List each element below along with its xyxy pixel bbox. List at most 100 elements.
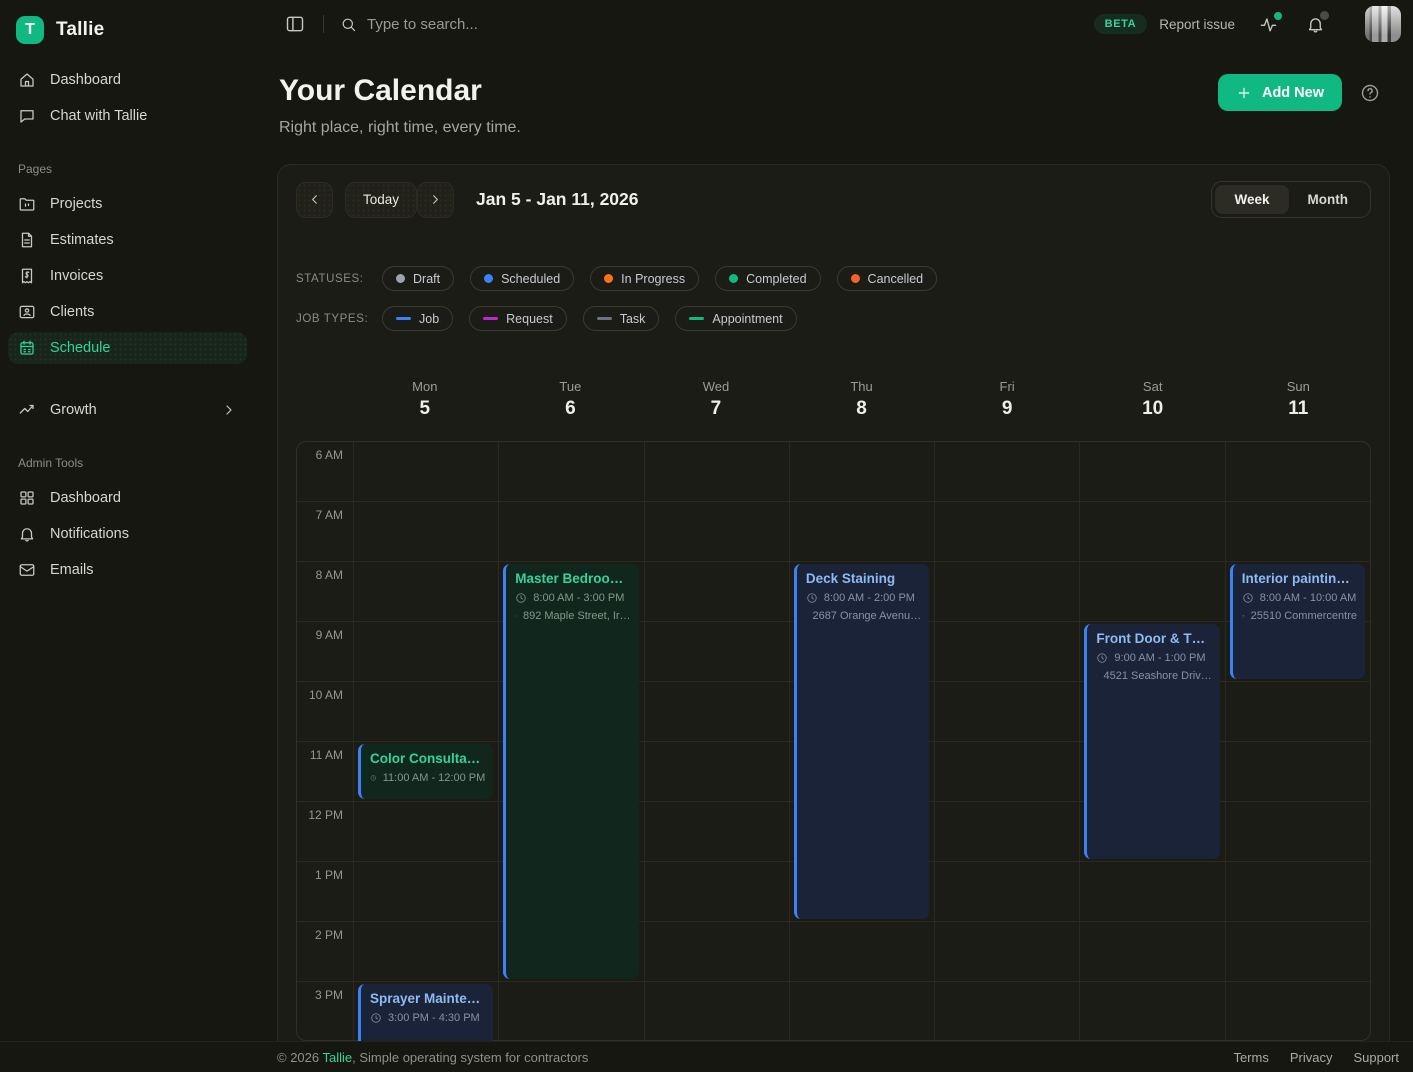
time-label: 1 PM [314, 868, 343, 882]
sidebar-item-notifications[interactable]: Notifications [8, 518, 247, 550]
sidebar-item-dashboard[interactable]: Dashboard [8, 64, 247, 96]
view-month-button[interactable]: Month [1289, 185, 1367, 214]
sidebar-toggle-button[interactable] [281, 10, 309, 38]
chevron-right-icon [433, 195, 438, 204]
today-button[interactable]: Today [345, 181, 418, 218]
job-type-filter-request[interactable]: Request [469, 306, 567, 331]
system-status-button[interactable] [1257, 11, 1282, 36]
support-link[interactable]: Support [1353, 1049, 1399, 1065]
event-location: 4521 Seashore Driv… [1096, 670, 1212, 682]
search-bar [340, 15, 1094, 33]
section-label-admin-tools: Admin Tools [18, 456, 84, 470]
map-pin-icon [1242, 615, 1244, 618]
day-header-tue: Tue 6 [559, 379, 582, 419]
status-filter-completed[interactable]: Completed [715, 266, 821, 291]
search-icon [342, 18, 356, 31]
event-time: 11:00 AM - 12:00 PM [370, 772, 485, 784]
view-week-button[interactable]: Week [1215, 185, 1289, 214]
page-title: Your Calendar [279, 74, 482, 107]
sidebar-item-chat[interactable]: Chat with Tallie [8, 100, 247, 132]
job-type-filter-task[interactable]: Task [582, 306, 660, 331]
footer: © 2026 Tallie, Simple operating system f… [0, 1041, 1413, 1072]
user-avatar[interactable] [1365, 6, 1401, 42]
calendar-event-deck-staining[interactable]: Deck Staining 8:00 AM - 2:00 PM 2687 Ora… [793, 564, 930, 919]
help-button[interactable] [1358, 81, 1382, 105]
day-header-sun: Sun 11 [1286, 379, 1310, 419]
job-types-label: JOB TYPES: [296, 312, 369, 325]
file-text-icon [21, 232, 33, 248]
event-title: Master Bedroo… [515, 571, 624, 586]
calendar-toolbar: Today Jan 5 - Jan 11, 2026 Week Month [296, 181, 1371, 218]
plus-icon [1238, 87, 1250, 98]
calendar-event-master-bedroom[interactable]: Master Bedroo… 8:00 AM - 3:00 PM 892 Map… [503, 564, 639, 979]
divider [323, 15, 324, 33]
beta-badge: BETA [1093, 14, 1148, 34]
sidebar-item-projects[interactable]: Projects [8, 188, 247, 220]
time-label: 2 PM [314, 928, 343, 942]
sidebar-item-label: Schedule [50, 340, 111, 356]
tallie-logo-icon: T [16, 16, 44, 44]
calendar-event-front-door[interactable]: Front Door & T… 9:00 AM - 1:00 PM 4521 S… [1084, 624, 1220, 859]
sidebar-item-clients[interactable]: Clients [8, 296, 247, 328]
calendar-event-color-consultation[interactable]: Color Consulta… 11:00 AM - 12:00 PM [358, 744, 494, 799]
job-types-filter-row: JOB TYPES: Job Request Task Appointment [296, 306, 1371, 331]
event-time: 8:00 AM - 3:00 PM [515, 592, 630, 604]
sidebar-item-estimates[interactable]: Estimates [8, 224, 247, 256]
sidebar-item-invoices[interactable]: Invoices [8, 260, 247, 292]
copyright-text: © 2026 Tallie, Simple operating system f… [277, 1049, 589, 1065]
privacy-link[interactable]: Privacy [1289, 1049, 1333, 1065]
help-icon [1361, 84, 1379, 101]
chat-icon [20, 110, 34, 123]
layout-grid-icon [20, 491, 34, 505]
contact-card-icon [19, 305, 35, 319]
terms-link[interactable]: Terms [1233, 1049, 1269, 1065]
report-issue-link[interactable]: Report issue [1159, 16, 1235, 32]
page-header: Your Calendar Right place, right time, e… [255, 48, 1413, 137]
search-input[interactable] [367, 15, 687, 33]
activity-icon [1260, 17, 1277, 32]
sidebar-item-label: Estimates [50, 232, 114, 248]
event-location: 2687 Orange Avenu… [805, 610, 922, 622]
sidebar-item-label: Clients [50, 304, 95, 320]
time-label: 7 AM [315, 508, 343, 522]
calendar-event-interior-painting[interactable]: Interior paintin… 8:00 AM - 10:00 AM 255… [1229, 564, 1365, 679]
calendar-filters: STATUSES: Draft Scheduled In Progress Co… [296, 266, 1371, 331]
map-pin-icon [805, 615, 807, 617]
event-time: 8:00 AM - 2:00 PM [806, 592, 921, 604]
notifications-button[interactable] [1304, 10, 1329, 36]
status-dot [604, 274, 614, 283]
bell-icon [20, 528, 34, 542]
prev-week-button[interactable] [296, 181, 333, 218]
status-dot [484, 274, 494, 283]
sidebar: T Tallie Dashboard Chat with Tallie Page… [0, 0, 255, 1072]
status-filter-scheduled[interactable]: Scheduled [470, 266, 575, 291]
sidebar-item-admin-dashboard[interactable]: Dashboard [8, 482, 247, 514]
status-dot [729, 274, 739, 283]
time-label: 12 PM [308, 808, 343, 822]
section-label-pages: Pages [18, 162, 53, 176]
notification-dot [1320, 10, 1329, 20]
next-week-button[interactable] [417, 181, 455, 218]
status-filter-in-progress[interactable]: In Progress [590, 266, 700, 291]
add-new-button[interactable]: Add New [1217, 74, 1342, 111]
time-label: 6 AM [315, 448, 343, 462]
status-filter-draft[interactable]: Draft [382, 266, 455, 291]
job-type-filter-appointment[interactable]: Appointment [675, 306, 797, 331]
job-type-dash [689, 317, 705, 320]
event-time: 3:00 PM - 4:30 PM [370, 1012, 485, 1024]
main-content: BETA Report issue Your Calendar Right pl… [255, 0, 1413, 1072]
sidebar-item-growth[interactable]: Growth [8, 394, 247, 426]
sidebar-item-schedule[interactable]: Schedule [8, 332, 247, 364]
event-location: 892 Maple Street, Ir… [515, 610, 631, 622]
sidebar-item-label: Projects [50, 196, 103, 212]
job-type-filter-job[interactable]: Job [382, 306, 454, 331]
footer-brand-link[interactable]: Tallie [322, 1049, 353, 1065]
topbar: BETA Report issue [255, 0, 1413, 48]
status-filter-cancelled[interactable]: Cancelled [836, 266, 938, 291]
date-range-title: Jan 5 - Jan 11, 2026 [476, 189, 639, 209]
event-title: Front Door & T… [1096, 631, 1206, 646]
sidebar-item-label: Dashboard [50, 72, 121, 88]
sidebar-item-emails[interactable]: Emails [8, 554, 247, 586]
week-grid[interactable]: 6 AM 7 AM 8 AM 9 AM 10 AM 11 AM 12 PM 1 … [296, 441, 1371, 1069]
view-toggle: Week Month [1211, 181, 1371, 218]
